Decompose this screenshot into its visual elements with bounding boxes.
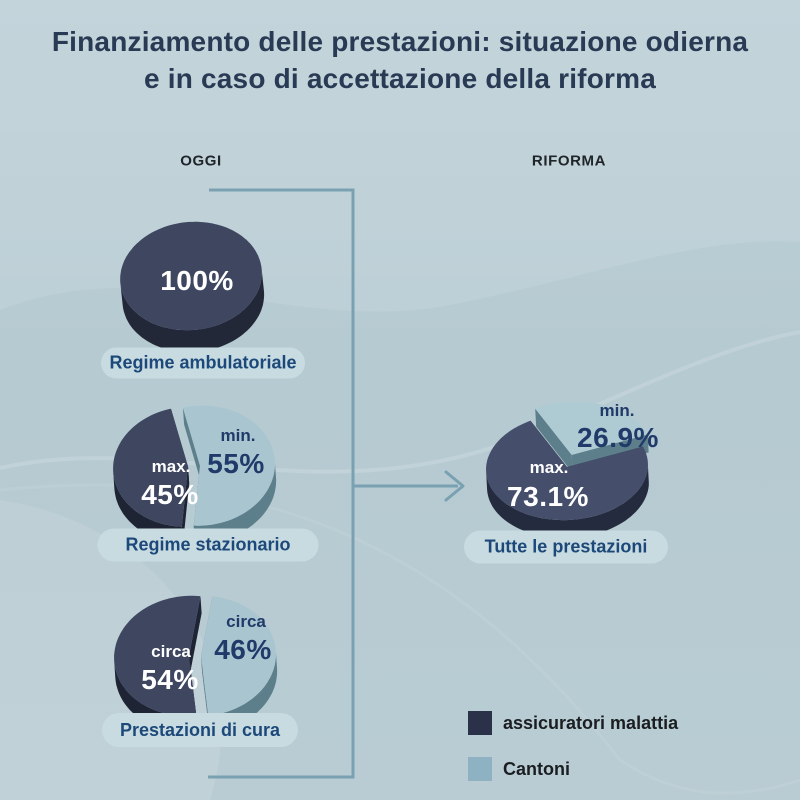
pie4-light-value: 26.9% [577,422,659,453]
pie-regime-ambulatoriale [120,221,265,353]
pie3-light-prefix: circa [226,612,266,631]
legend-swatch-light [468,757,492,781]
pie4-light-prefix: min. [599,401,635,420]
pie2-caption-pill: Regime stazionario [97,528,319,562]
legend-label-cantoni: Cantoni [503,758,570,779]
pie1-caption: Regime ambulatoriale [109,352,297,373]
pie-regime-stazionario [113,405,277,544]
column-header-oggi: OGGI [180,152,222,170]
pie2-dark-prefix: max. [151,457,191,476]
pie3-dark-prefix: circa [151,642,191,661]
pie1-caption-pill: Regime ambulatoriale [101,347,305,379]
pie3-caption-pill: Prestazioni di cura [102,713,298,747]
pie1-value-label: 100% [160,265,234,296]
legend-label-assicuratori: assicuratori malattia [503,712,679,733]
pie3-caption: Prestazioni di cura [119,719,281,740]
pie2-light-value: 55% [207,448,265,479]
bracket-line [208,188,355,779]
legend-swatch-dark [468,711,492,735]
pie2-caption: Regime stazionario [125,534,291,555]
pie2-light-prefix: min. [220,426,256,445]
legend-row-cantoni: Cantoni [468,757,678,781]
pie3-light-value: 46% [214,634,272,665]
page-title: Finanziamento delle prestazioni: situazi… [51,26,749,94]
pie4-dark-value: 73.1% [507,481,589,512]
pie2-dark-value: 45% [141,479,199,510]
pie4-caption: Tutte le prestazioni [484,536,648,557]
legend: assicuratori malattia Cantoni [468,711,678,800]
arrow-head-icon [444,470,465,502]
pie3-dark-value: 54% [141,664,199,695]
column-header-riforma: RIFORMA [531,152,607,170]
pie4-caption-pill: Tutte le prestazioni [464,530,668,564]
pie-tutte-le-prestazioni [486,401,649,539]
legend-row-assicuratori: assicuratori malattia [468,711,678,735]
pie4-dark-prefix: max. [529,458,569,477]
